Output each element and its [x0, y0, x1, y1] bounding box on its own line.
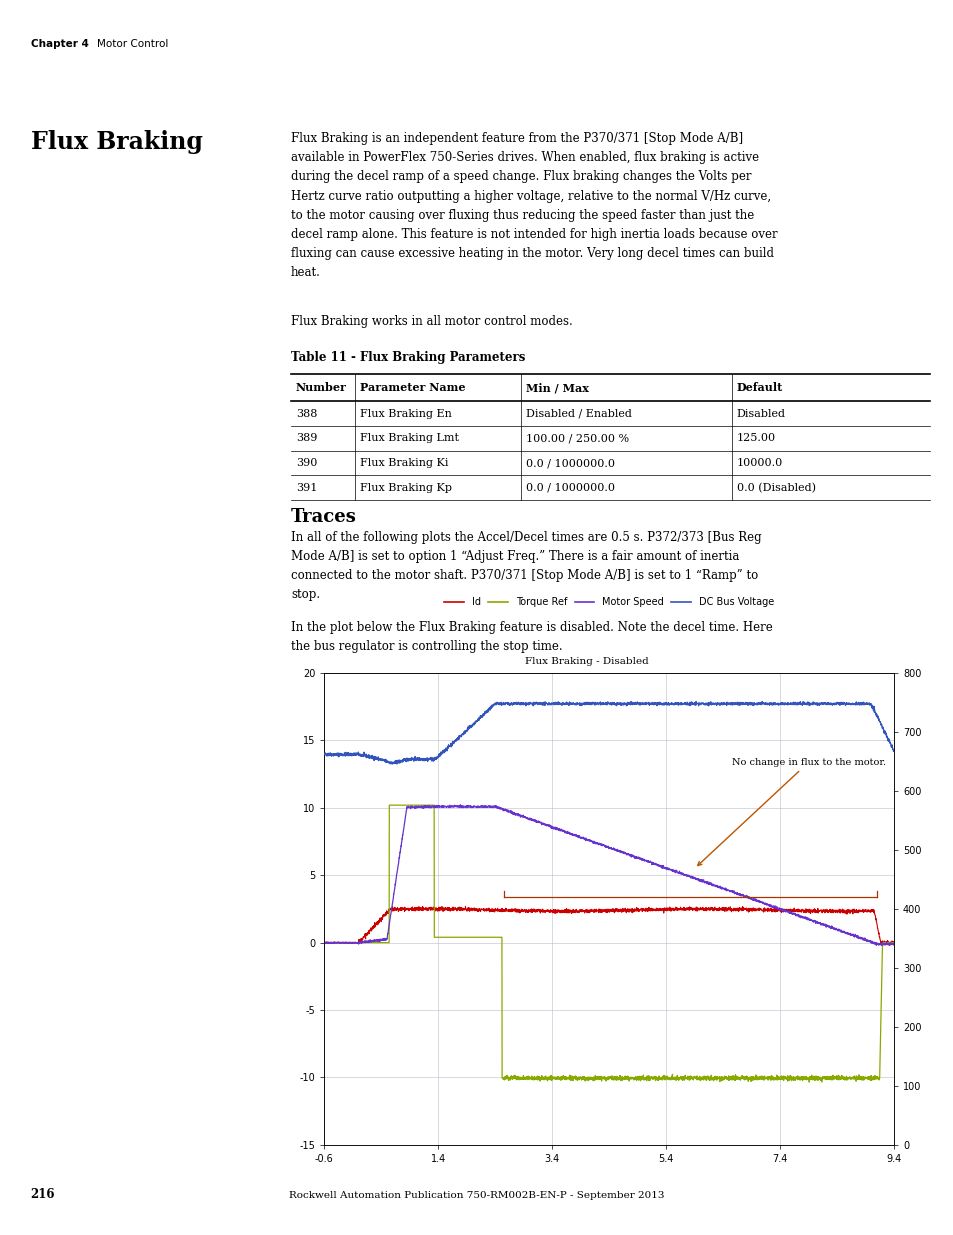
Text: to the motor causing over fluxing thus reducing the speed faster than just the: to the motor causing over fluxing thus r… — [291, 209, 754, 222]
Text: decel ramp alone. This feature is not intended for high inertia loads because ov: decel ramp alone. This feature is not in… — [291, 227, 777, 241]
DC Bus Voltage — [887, 743, 899, 758]
Torque Ref — [383, 798, 395, 813]
Id — [383, 902, 395, 916]
Motor Speed — [875, 937, 886, 952]
DC Bus Voltage — [815, 695, 826, 710]
Text: Rockwell Automation Publication 750-RM002B-EN-P - September 2013: Rockwell Automation Publication 750-RM00… — [289, 1191, 664, 1200]
Text: Flux Braking works in all motor control modes.: Flux Braking works in all motor control … — [291, 315, 572, 329]
Text: Motor Control: Motor Control — [97, 40, 169, 49]
Line: Torque Ref: Torque Ref — [324, 805, 893, 1082]
Text: Default: Default — [736, 383, 782, 393]
DC Bus Voltage — [537, 698, 548, 713]
Text: during the decel ramp of a speed change. Flux braking changes the Volts per: during the decel ramp of a speed change.… — [291, 170, 751, 184]
Text: 125.00: 125.00 — [736, 433, 775, 443]
Id — [883, 939, 895, 953]
Text: Disabled: Disabled — [736, 409, 785, 419]
Text: fluxing can cause excessive heating in the motor. Very long decel times can buil: fluxing can cause excessive heating in t… — [291, 247, 773, 261]
Id — [537, 905, 548, 920]
Text: In the plot below the Flux Braking feature is disabled. Note the decel time. Her: In the plot below the Flux Braking featu… — [291, 621, 772, 635]
Torque Ref — [383, 798, 395, 813]
Torque Ref — [887, 935, 899, 950]
Text: Chapter 4: Chapter 4 — [30, 40, 89, 49]
Text: 10000.0: 10000.0 — [736, 458, 782, 468]
Text: Flux Braking Kp: Flux Braking Kp — [359, 483, 451, 493]
Text: 0.0 (Disabled): 0.0 (Disabled) — [736, 483, 815, 493]
Text: the bus regulator is controlling the stop time.: the bus regulator is controlling the sto… — [291, 640, 562, 653]
Torque Ref — [561, 1071, 573, 1086]
Text: Min / Max: Min / Max — [525, 383, 588, 393]
Motor Speed — [417, 799, 429, 814]
DC Bus Voltage — [383, 755, 395, 769]
Line: Id: Id — [324, 906, 893, 946]
Text: Number: Number — [295, 383, 346, 393]
DC Bus Voltage — [561, 697, 573, 711]
Legend: Id, Torque Ref, Motor Speed, DC Bus Voltage: Id, Torque Ref, Motor Speed, DC Bus Volt… — [440, 593, 777, 611]
Text: Flux Braking Ki: Flux Braking Ki — [359, 458, 448, 468]
Text: 390: 390 — [295, 458, 316, 468]
Line: DC Bus Voltage: DC Bus Voltage — [324, 701, 893, 764]
Id — [318, 935, 330, 950]
DC Bus Voltage — [417, 751, 429, 766]
Text: Flux Braking En: Flux Braking En — [359, 409, 451, 419]
DC Bus Voltage — [391, 757, 402, 772]
Motor Speed — [877, 936, 888, 951]
Text: 0.0 / 1000000.0: 0.0 / 1000000.0 — [525, 458, 614, 468]
Text: 100.00 / 250.00 %: 100.00 / 250.00 % — [525, 433, 628, 443]
Text: 216: 216 — [30, 1188, 55, 1200]
Text: No change in flux to the motor.: No change in flux to the motor. — [697, 758, 884, 866]
Text: connected to the motor shaft. P370/371 [Stop Mode A/B] is set to 1 “Ramp” to: connected to the motor shaft. P370/371 [… — [291, 569, 758, 583]
Id — [459, 899, 471, 914]
Text: 391: 391 — [295, 483, 316, 493]
Id — [815, 904, 826, 919]
Torque Ref — [417, 798, 429, 813]
Text: Flux Braking: Flux Braking — [30, 130, 202, 153]
DC Bus Voltage — [318, 747, 330, 762]
Motor Speed — [318, 936, 330, 951]
DC Bus Voltage — [877, 720, 888, 735]
Text: Traces: Traces — [291, 508, 356, 526]
Text: Flux Braking - Disabled: Flux Braking - Disabled — [524, 657, 648, 666]
Text: Hertz curve ratio outputting a higher voltage, relative to the normal V/Hz curve: Hertz curve ratio outputting a higher vo… — [291, 190, 770, 203]
Motor Speed — [887, 937, 899, 952]
Text: 0.0 / 1000000.0: 0.0 / 1000000.0 — [525, 483, 614, 493]
Id — [561, 904, 573, 919]
Text: Table 11 - Flux Braking Parameters: Table 11 - Flux Braking Parameters — [291, 351, 525, 364]
Text: Mode A/B] is set to option 1 “Adjust Freq.” There is a fair amount of inertia: Mode A/B] is set to option 1 “Adjust Fre… — [291, 551, 739, 563]
Text: available in PowerFlex 750-Series drives. When enabled, flux braking is active: available in PowerFlex 750-Series drives… — [291, 151, 759, 164]
DC Bus Voltage — [624, 694, 636, 709]
Motor Speed — [815, 916, 826, 931]
Text: Parameter Name: Parameter Name — [359, 383, 465, 393]
Motor Speed — [561, 826, 573, 841]
Text: 388: 388 — [295, 409, 316, 419]
Id — [887, 936, 899, 951]
Torque Ref — [802, 1074, 814, 1089]
Text: heat.: heat. — [291, 267, 320, 279]
Torque Ref — [877, 935, 888, 950]
Id — [876, 935, 887, 950]
Torque Ref — [318, 935, 330, 950]
Line: Motor Speed: Motor Speed — [324, 805, 893, 945]
Motor Speed — [455, 798, 466, 813]
Text: In all of the following plots the Accel/Decel times are 0.5 s. P372/373 [Bus Reg: In all of the following plots the Accel/… — [291, 531, 760, 545]
Id — [417, 902, 429, 916]
Motor Speed — [537, 815, 548, 830]
Text: Flux Braking Lmt: Flux Braking Lmt — [359, 433, 458, 443]
Torque Ref — [537, 1072, 548, 1087]
Text: Flux Braking is an independent feature from the P370/371 [Stop Mode A/B]: Flux Braking is an independent feature f… — [291, 132, 742, 146]
Motor Speed — [383, 918, 395, 932]
Text: 389: 389 — [295, 433, 316, 443]
Torque Ref — [815, 1074, 826, 1089]
Text: Disabled / Enabled: Disabled / Enabled — [525, 409, 631, 419]
Text: stop.: stop. — [291, 589, 320, 601]
